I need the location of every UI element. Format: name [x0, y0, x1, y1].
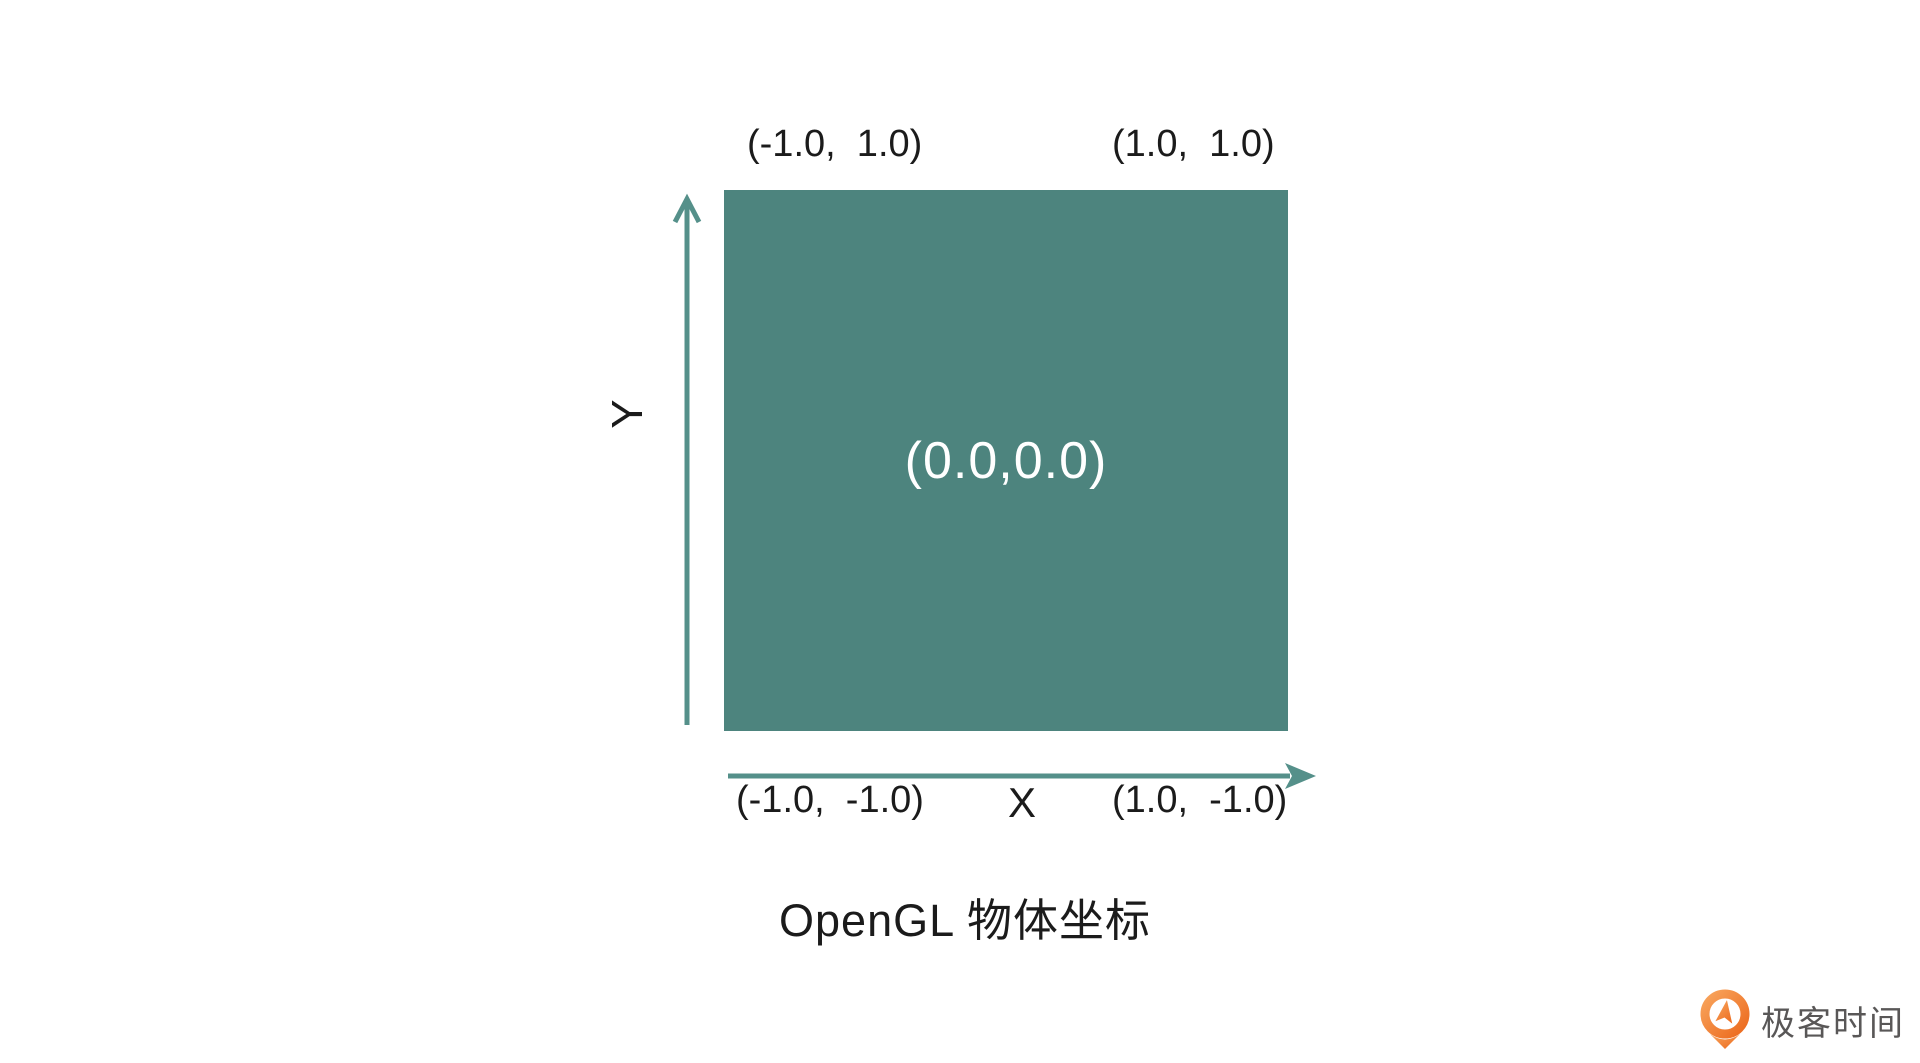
corner-label-bottom-left: (-1.0, -1.0) [736, 779, 924, 821]
center-coordinate-label: (0.0,0.0) [904, 431, 1108, 490]
coordinate-square: (0.0,0.0) [724, 190, 1288, 731]
diagram-title: OpenGL 物体坐标 [779, 895, 1151, 946]
corner-label-top-left: (-1.0, 1.0) [747, 123, 923, 165]
geektime-logo-text: 极客时间 [1761, 1004, 1905, 1043]
logo-arrow [1715, 1000, 1733, 1024]
x-axis-label: X [1008, 779, 1037, 826]
y-axis-arrow [672, 193, 702, 725]
corner-label-top-right: (1.0, 1.0) [1112, 123, 1275, 165]
y-axis-label: Y [603, 399, 652, 429]
geektime-pin-icon [1700, 989, 1750, 1049]
logo-pin-tail [1710, 1034, 1740, 1049]
corner-label-bottom-right: (1.0, -1.0) [1112, 779, 1288, 821]
geektime-logo: 极客时间 [1698, 988, 1905, 1052]
